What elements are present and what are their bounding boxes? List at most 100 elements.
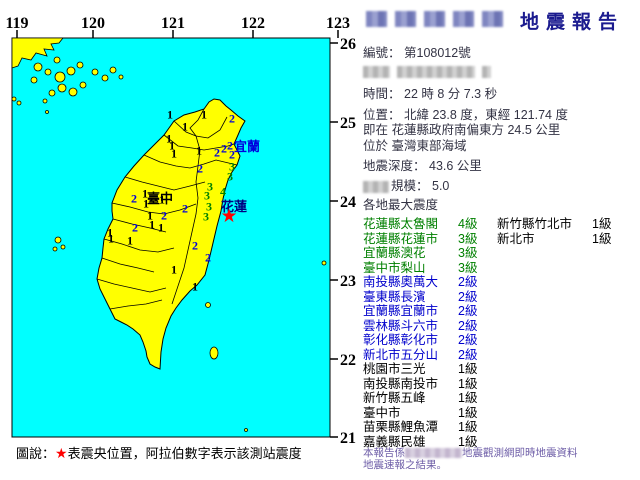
time-line: 時間： 22 時 8 分 7.3 秒 bbox=[363, 87, 497, 101]
map-station-intensity: 1 bbox=[167, 108, 173, 122]
intensity-place: 臺東縣長濱 bbox=[363, 289, 426, 304]
footer-prefix: 本報告係 bbox=[363, 447, 405, 459]
map-station-intensity: 1 bbox=[127, 234, 133, 248]
report-number-line: 編號： 第108012號 bbox=[363, 46, 471, 60]
lon-tick-label: 121 bbox=[161, 15, 185, 32]
intensity-place: 苗栗縣鯉魚潭 bbox=[363, 420, 439, 434]
intensity-place: 彰化縣彰化市 bbox=[363, 333, 439, 347]
intensity-place: 雲林縣斗六市 bbox=[363, 318, 439, 333]
intensity-header: 各地最大震度 bbox=[363, 198, 439, 212]
map-legend: 圖說：★表震央位置，阿拉伯數字表示該測站震度 bbox=[16, 443, 302, 462]
intensity-place: 嘉義縣民雄 bbox=[363, 434, 426, 449]
lat-tick-label: 26 bbox=[340, 36, 356, 53]
intensity-place: 花蓮縣花蓮市 bbox=[363, 231, 439, 246]
county-borders bbox=[96, 108, 238, 310]
depth-value: 43.6 公里 bbox=[429, 159, 482, 173]
lat-tick-label: 21 bbox=[340, 430, 356, 447]
map-station-intensity: 1 bbox=[108, 232, 114, 246]
map-station-intensity: 1 bbox=[147, 209, 153, 223]
intensity-level: 2級 bbox=[458, 347, 478, 362]
map-station-intensity: 1 bbox=[171, 263, 177, 277]
intensity-level: 2級 bbox=[458, 318, 478, 333]
map-city-label: 臺中 bbox=[147, 191, 173, 206]
report-footer: 本報告係 地震觀測網即時地震資料地震速報之結果。 bbox=[363, 447, 637, 471]
intensity-level: 1級 bbox=[592, 231, 612, 246]
redacted-line-block bbox=[363, 66, 390, 78]
intensity-level: 2級 bbox=[458, 289, 478, 304]
intensity-level: 2級 bbox=[458, 275, 478, 289]
intensity-place: 新北市五分山 bbox=[363, 347, 439, 362]
intensity-level: 1級 bbox=[458, 391, 478, 405]
location-label: 位置： bbox=[363, 108, 401, 122]
map-station-intensity: 2 bbox=[197, 162, 203, 176]
intensity-place: 臺中市梨山 bbox=[363, 260, 426, 275]
report-number-value: 第108012號 bbox=[404, 46, 471, 60]
intensity-level: 1級 bbox=[458, 420, 478, 434]
lon-tick-label: 120 bbox=[81, 15, 105, 32]
china-coast bbox=[11, 37, 64, 69]
map-station-intensity: 2 bbox=[229, 148, 235, 162]
redacted-agency-block bbox=[366, 11, 387, 27]
lat-tick-label: 22 bbox=[340, 352, 356, 369]
map-station-intensity: 2 bbox=[161, 209, 167, 223]
map-station-intensity: 1 bbox=[182, 120, 188, 134]
map-station-intensity: 3 bbox=[207, 180, 213, 194]
location-line: 位置： 北緯 23.8 度，東經 121.74 度 bbox=[363, 108, 568, 122]
redacted-magnitude-prefix bbox=[363, 181, 389, 193]
intensity-level: 1級 bbox=[458, 405, 478, 420]
map-station-intensity: 2 bbox=[227, 139, 233, 153]
islands bbox=[11, 56, 327, 432]
map-station-intensity: 2 bbox=[229, 112, 235, 126]
location-value: 北緯 23.8 度，東經 121.74 度 bbox=[404, 108, 568, 122]
redacted-agency-block bbox=[424, 11, 445, 27]
redacted-footer-block bbox=[405, 448, 462, 459]
footer-line2: 地震速報之結果。 bbox=[363, 458, 447, 471]
intensity-place: 新北市 bbox=[497, 231, 535, 246]
map-station-intensity: 2 bbox=[131, 192, 137, 206]
location-line3: 位於 臺灣東部海域 bbox=[363, 139, 467, 153]
map-city-label: 宜蘭 bbox=[234, 139, 260, 154]
epicenter-star-icon: ★ bbox=[55, 445, 68, 461]
map-city-label: 花蓮 bbox=[221, 199, 247, 214]
intensity-place: 南投縣奧萬大 bbox=[363, 275, 439, 289]
intensity-level: 1級 bbox=[592, 217, 612, 231]
legend-prefix: 圖說： bbox=[16, 446, 56, 461]
intensity-place: 宜蘭縣澳花 bbox=[363, 246, 426, 260]
footer-suffix: 地震觀測網即時地震資料 bbox=[462, 447, 578, 459]
time-label: 時間： bbox=[363, 87, 401, 101]
intensity-place: 南投縣南投市 bbox=[363, 376, 439, 391]
map-station-intensity: 1 bbox=[201, 108, 207, 122]
map-station-intensity: 3 bbox=[229, 160, 235, 174]
redacted-line-block bbox=[482, 66, 491, 78]
intensity-level: 2級 bbox=[458, 333, 478, 347]
lon-tick-label: 119 bbox=[5, 15, 28, 32]
intensity-level: 1級 bbox=[458, 362, 478, 376]
map-station-intensity: 3 bbox=[203, 210, 209, 224]
intensity-level: 3級 bbox=[458, 231, 478, 246]
intensity-level: 3級 bbox=[458, 246, 478, 260]
map-station-intensity: 2 bbox=[205, 251, 211, 265]
intensity-place: 桃園市三光 bbox=[363, 362, 426, 376]
redacted-line-block bbox=[397, 66, 475, 78]
location-line2: 即在 花蓮縣政府南偏東方 24.5 公里 bbox=[363, 123, 561, 137]
map-station-intensity: 1 bbox=[166, 132, 172, 146]
map-station-intensity: 3 bbox=[204, 189, 210, 203]
map-station-intensity: 1 bbox=[158, 221, 164, 235]
report-number-label: 編號： bbox=[363, 46, 401, 60]
map-station-intensity: 2 bbox=[132, 221, 138, 235]
taiwan-island bbox=[96, 98, 246, 370]
legend-text: 表震央位置，阿拉伯數字表示該測站震度 bbox=[67, 446, 302, 461]
intensity-level: 1級 bbox=[458, 434, 478, 449]
redacted-agency-block bbox=[482, 11, 503, 27]
map-station-intensity: 2 bbox=[182, 202, 188, 216]
map-station-intensity: 4 bbox=[220, 185, 226, 199]
map-station-intensity: 2 bbox=[214, 146, 220, 160]
map-station-intensity: 1 bbox=[159, 193, 165, 207]
magnitude-value: 5.0 bbox=[432, 179, 450, 193]
intensity-level: 2級 bbox=[458, 304, 478, 318]
map-station-intensity: 1 bbox=[143, 197, 149, 211]
lon-tick-label: 123 bbox=[326, 15, 350, 32]
map-station-intensity: 3 bbox=[227, 170, 233, 184]
